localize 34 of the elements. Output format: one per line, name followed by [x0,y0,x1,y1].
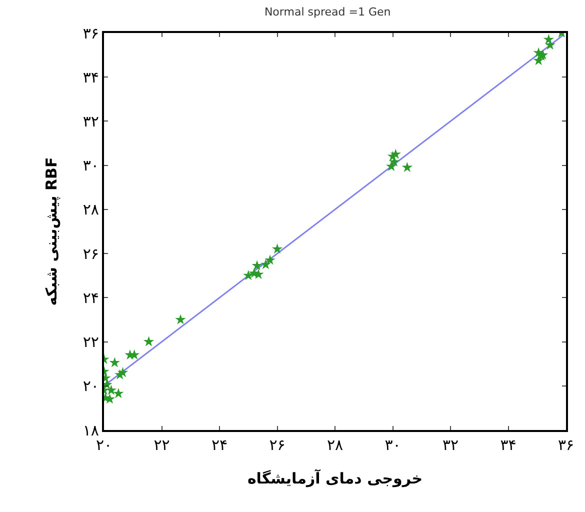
y-tick-label: ۲۲ [82,333,99,352]
y-tick-label: ۳۲ [82,112,99,130]
point [264,254,276,265]
y-tick-label: ۳۶ [82,24,99,42]
point [117,367,128,378]
y-tick-label: ۳۴ [82,68,99,86]
x-axis-title: خروجی دمای آزمایشگاه [247,468,423,488]
point [402,162,413,172]
y-tick-label: ۲۴ [82,288,99,307]
chart-title: Normal spread =1 Gen [264,5,391,18]
x-tick-label: ۲۴ [211,436,228,454]
x-tick-label: ۲۶ [269,436,286,454]
y-tick-label: ۲۶ [82,244,99,263]
x-tick-label: ۳۲ [442,436,459,454]
point [109,357,120,368]
y-tick-label: ۲۰ [82,377,99,396]
point [533,54,544,66]
point [106,384,117,395]
point [143,336,154,346]
point [175,314,186,324]
x-tick-label: ۳۴ [500,436,516,454]
y-tick-label: ۲۸ [82,200,99,219]
point [252,260,262,270]
y-axis-title: پیش‌بینی شبکه RBF [42,157,61,306]
x-tick-label: ۲۸ [326,436,344,454]
point [113,388,124,398]
point [390,148,401,159]
point [272,244,283,254]
point [260,258,272,270]
x-tick-label: ۳۰ [384,436,401,454]
x-tick-label: ۳۶ [558,436,574,454]
x-tick-label: ۲۲ [154,436,170,454]
point [243,270,254,280]
y-tick-label: ۳۰ [82,156,99,175]
